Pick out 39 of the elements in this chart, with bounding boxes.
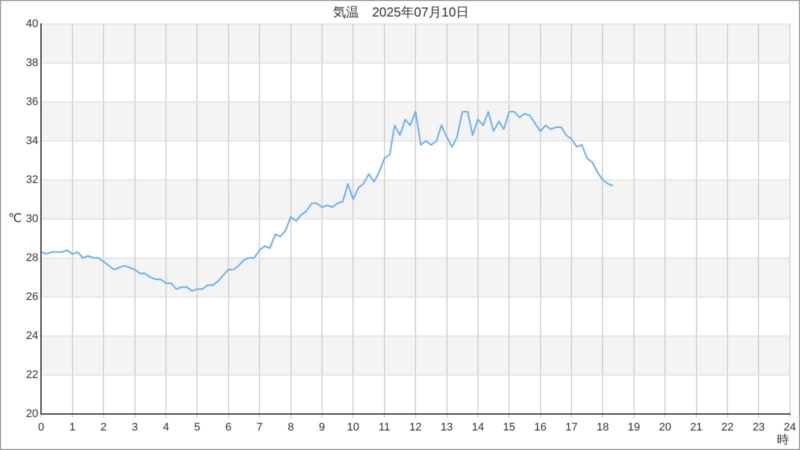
x-tick-label: 23 (752, 421, 765, 434)
x-tick-label: 8 (288, 421, 294, 434)
x-tick-label: 2 (100, 421, 107, 434)
x-tick-label: 12 (409, 421, 422, 434)
y-tick-label: 22 (26, 368, 38, 381)
y-tick-label: 36 (26, 96, 38, 108)
y-tick-label: 32 (26, 174, 38, 186)
x-axis-title: 時 (776, 432, 789, 446)
y-tick-label: 24 (26, 330, 38, 342)
x-tick-label: 4 (162, 421, 170, 434)
y-tick-label: 30 (26, 212, 38, 225)
x-tick-label: 17 (565, 421, 578, 434)
x-tick-label: 0 (38, 421, 44, 434)
chart-title: 気温 2025年07月10日 (333, 4, 469, 20)
x-tick-label: 10 (347, 421, 360, 434)
y-axis-title: ℃ (8, 211, 22, 226)
y-tick-label: 20 (26, 408, 38, 420)
x-tick-label: 19 (628, 421, 640, 434)
x-tick-label: 3 (132, 421, 138, 434)
y-tick-label: 40 (26, 18, 38, 30)
x-tick-label: 11 (378, 421, 390, 434)
x-tick-label: 9 (318, 421, 326, 434)
x-tick-label: 6 (225, 421, 232, 434)
x-tick-label: 5 (194, 421, 200, 434)
y-tick-label: 28 (26, 252, 38, 264)
x-tick-label: 1 (69, 421, 76, 434)
y-tick-label: 38 (26, 57, 38, 70)
x-tick-label: 13 (440, 421, 453, 434)
x-tick-label: 21 (690, 421, 702, 434)
x-tick-label: 18 (596, 421, 609, 434)
x-tick-label: 20 (658, 421, 672, 434)
y-tick-label: 26 (26, 290, 38, 303)
x-tick-label: 14 (472, 421, 484, 434)
x-tick-label: 24 (784, 421, 796, 434)
x-tick-label: 22 (721, 421, 734, 434)
x-tick-label: 16 (534, 421, 546, 434)
y-tick-label: 34 (26, 134, 38, 147)
x-tick-label: 15 (503, 421, 516, 434)
x-tick-label: 7 (256, 421, 263, 434)
